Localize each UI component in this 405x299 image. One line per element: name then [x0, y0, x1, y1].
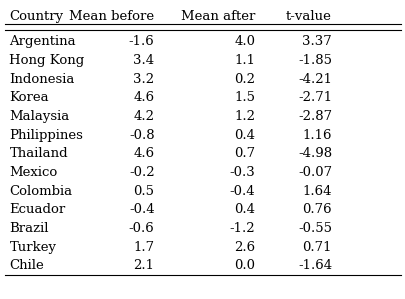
Text: Turkey: Turkey [9, 241, 56, 254]
Text: 0.4: 0.4 [234, 129, 255, 142]
Text: 1.1: 1.1 [234, 54, 255, 67]
Text: Malaysia: Malaysia [9, 110, 70, 123]
Text: -0.55: -0.55 [297, 222, 331, 235]
Text: 1.2: 1.2 [234, 110, 255, 123]
Text: -0.6: -0.6 [128, 222, 154, 235]
Text: 0.71: 0.71 [302, 241, 331, 254]
Text: 0.4: 0.4 [234, 203, 255, 216]
Text: 4.0: 4.0 [234, 36, 255, 48]
Text: 1.16: 1.16 [302, 129, 331, 142]
Text: Chile: Chile [9, 260, 44, 272]
Text: -1.64: -1.64 [297, 260, 331, 272]
Text: -0.4: -0.4 [129, 203, 154, 216]
Text: -1.2: -1.2 [229, 222, 255, 235]
Text: Colombia: Colombia [9, 185, 72, 198]
Text: Ecuador: Ecuador [9, 203, 66, 216]
Text: 3.4: 3.4 [133, 54, 154, 67]
Text: 0.76: 0.76 [302, 203, 331, 216]
Text: 3.37: 3.37 [302, 36, 331, 48]
Text: -2.71: -2.71 [297, 91, 331, 104]
Text: -0.4: -0.4 [229, 185, 255, 198]
Text: 3.2: 3.2 [133, 73, 154, 86]
Text: Thailand: Thailand [9, 147, 68, 161]
Text: -4.98: -4.98 [297, 147, 331, 161]
Text: Mexico: Mexico [9, 166, 58, 179]
Text: Country: Country [9, 10, 64, 23]
Text: Philippines: Philippines [9, 129, 83, 142]
Text: 1.5: 1.5 [234, 91, 255, 104]
Text: 0.0: 0.0 [234, 260, 255, 272]
Text: -1.85: -1.85 [297, 54, 331, 67]
Text: 2.6: 2.6 [234, 241, 255, 254]
Text: 0.5: 0.5 [133, 185, 154, 198]
Text: -4.21: -4.21 [297, 73, 331, 86]
Text: Brazil: Brazil [9, 222, 49, 235]
Text: 1.64: 1.64 [302, 185, 331, 198]
Text: 1.7: 1.7 [133, 241, 154, 254]
Text: -1.6: -1.6 [128, 36, 154, 48]
Text: -0.3: -0.3 [229, 166, 255, 179]
Text: 0.2: 0.2 [234, 73, 255, 86]
Text: Argentina: Argentina [9, 36, 76, 48]
Text: -0.07: -0.07 [297, 166, 331, 179]
Text: t-value: t-value [286, 10, 331, 23]
Text: Indonesia: Indonesia [9, 73, 75, 86]
Text: Mean after: Mean after [181, 10, 255, 23]
Text: 0.7: 0.7 [234, 147, 255, 161]
Text: -0.8: -0.8 [129, 129, 154, 142]
Text: Korea: Korea [9, 91, 49, 104]
Text: 4.2: 4.2 [133, 110, 154, 123]
Text: 4.6: 4.6 [133, 147, 154, 161]
Text: 2.1: 2.1 [133, 260, 154, 272]
Text: -0.2: -0.2 [129, 166, 154, 179]
Text: Hong Kong: Hong Kong [9, 54, 85, 67]
Text: Mean before: Mean before [69, 10, 154, 23]
Text: -2.87: -2.87 [297, 110, 331, 123]
Text: 4.6: 4.6 [133, 91, 154, 104]
